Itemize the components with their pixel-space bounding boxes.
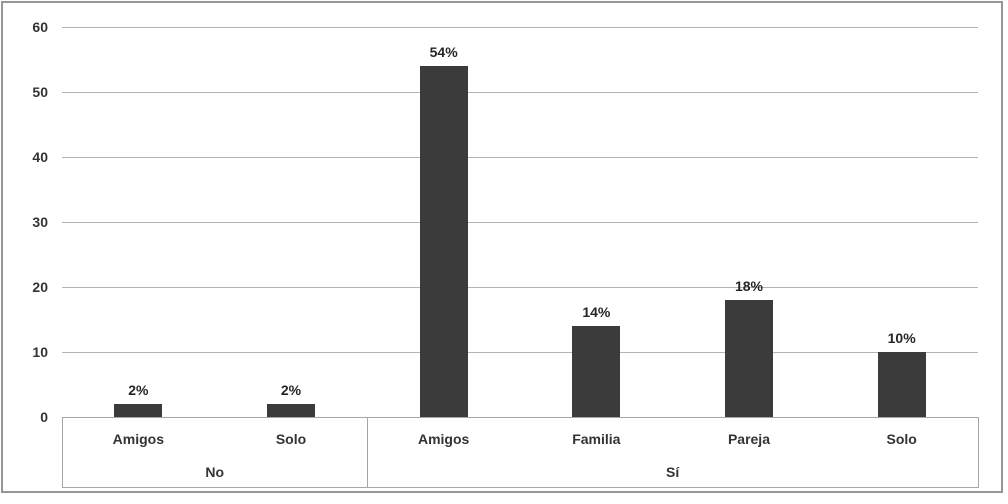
gridline-10 xyxy=(62,352,978,353)
category-tick-label-Sí-Solo: Solo xyxy=(886,431,917,447)
y-tick-label-10: 10 xyxy=(32,344,48,360)
gridline-20 xyxy=(62,287,978,288)
bar-data-label-Sí-Familia: 14% xyxy=(582,304,611,320)
bar-data-label-Sí-Amigos: 54% xyxy=(429,44,458,60)
category-tick-label-Sí-Pareja: Pareja xyxy=(727,431,770,447)
y-tick-label-30: 30 xyxy=(32,214,48,230)
label-box-left-border xyxy=(62,417,63,488)
group-label-Sí: Sí xyxy=(666,464,680,480)
bar-Sí-Pareja xyxy=(725,300,773,417)
y-tick-label-40: 40 xyxy=(32,149,48,165)
group-label-No: No xyxy=(205,464,224,480)
y-tick-label-0: 0 xyxy=(40,409,48,425)
category-tick-label-No-Solo: Solo xyxy=(275,431,307,447)
y-tick-label-50: 50 xyxy=(32,84,48,100)
bar-data-label-No-Amigos: 2% xyxy=(128,382,149,398)
category-tick-label-No-Amigos: Amigos xyxy=(112,431,164,447)
category-tick-label-Sí-Familia: Familia xyxy=(572,431,621,447)
category-tick-label-Sí-Amigos: Amigos xyxy=(417,431,470,447)
gridline-50 xyxy=(62,92,978,93)
y-tick-label-20: 20 xyxy=(32,279,48,295)
gridline-40 xyxy=(62,157,978,158)
bar-Sí-Familia xyxy=(572,326,621,417)
bar-Sí-Solo xyxy=(877,352,926,417)
y-tick-label-60: 60 xyxy=(32,19,48,35)
bar-No-Solo xyxy=(267,404,315,417)
group-divider xyxy=(367,417,369,488)
bar-No-Amigos xyxy=(114,404,163,417)
bar-data-label-Sí-Pareja: 18% xyxy=(734,278,763,294)
gridline-30 xyxy=(62,222,978,223)
chart-frame: 0 10 20 30 40 50 60 2% Amigos 2% Solo No 54% Amigos 14… xyxy=(1,1,1003,493)
bar-data-label-No-Solo: 2% xyxy=(280,382,302,398)
bar-Sí-Amigos xyxy=(419,66,468,417)
x-axis-line xyxy=(62,417,978,418)
gridline-60 xyxy=(62,27,978,28)
bar-data-label-Sí-Solo: 10% xyxy=(887,330,916,346)
plot-area: 0 10 20 30 40 50 60 2% Amigos 2% Solo No 54% Amigos 14… xyxy=(3,3,1001,491)
label-box-right-border xyxy=(978,417,979,488)
label-box-bottom-border xyxy=(62,487,978,488)
